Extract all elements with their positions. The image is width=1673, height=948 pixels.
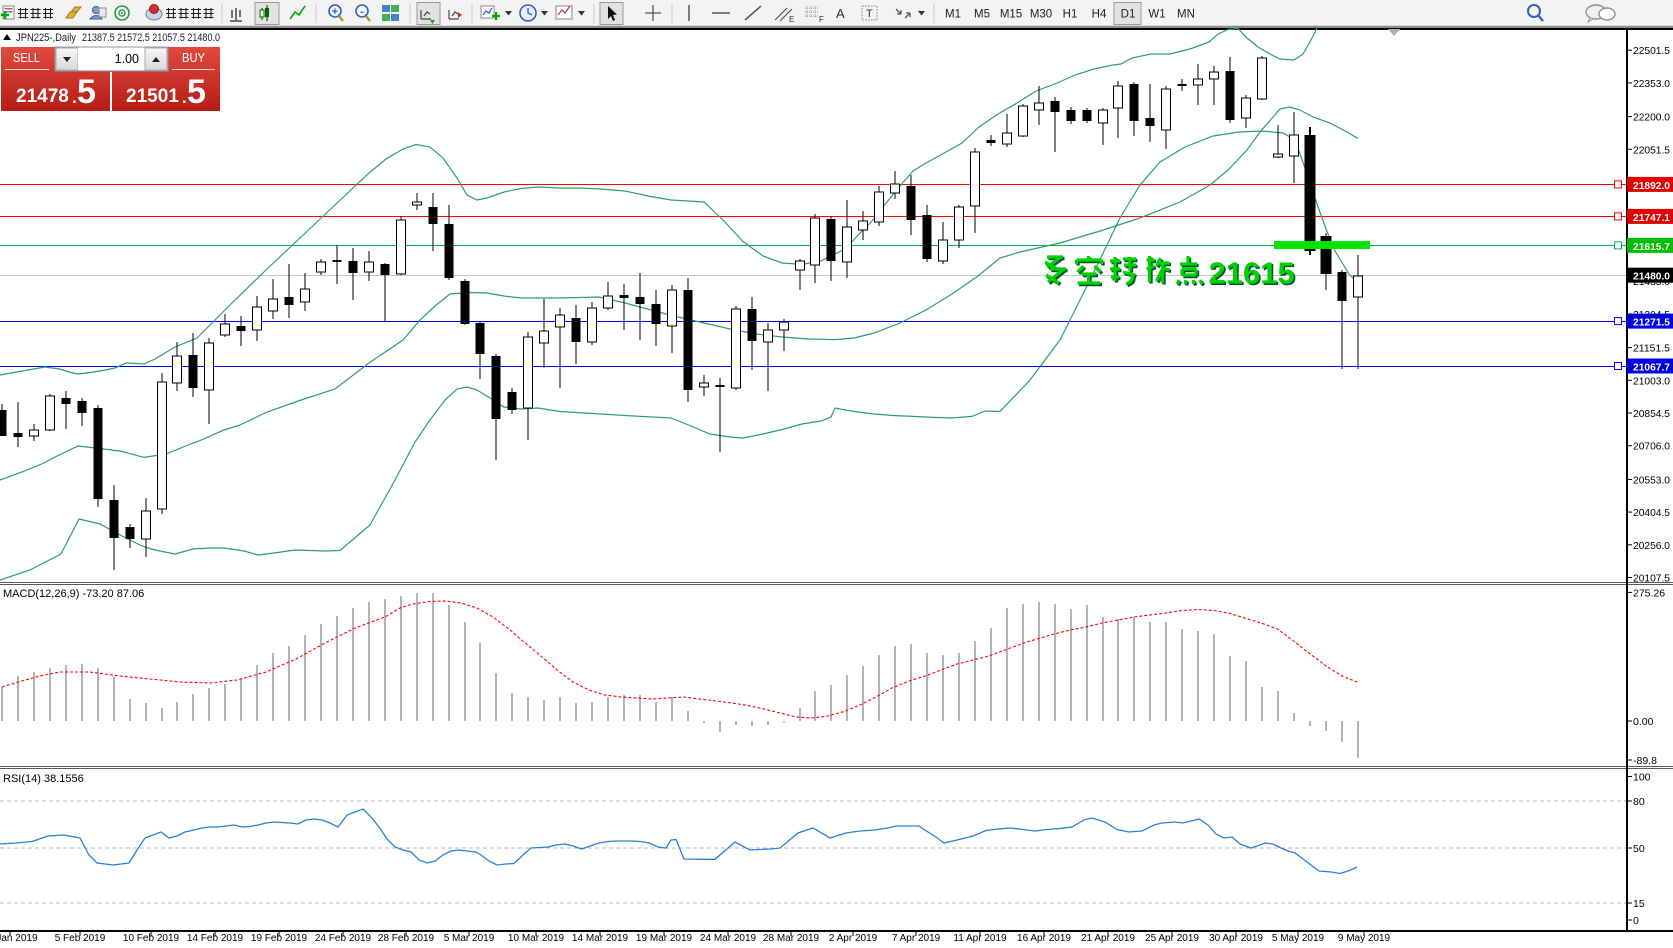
svg-text:A: A xyxy=(836,6,845,21)
svg-text:H4: H4 xyxy=(1092,9,1107,21)
svg-text:30 Apr 2019: 30 Apr 2019 xyxy=(1209,933,1263,944)
svg-text:24 Mar 2019: 24 Mar 2019 xyxy=(700,933,757,944)
svg-text:5 Feb 2019: 5 Feb 2019 xyxy=(55,933,106,944)
svg-text:20404.5: 20404.5 xyxy=(1633,507,1670,519)
svg-text:14 Feb 2019: 14 Feb 2019 xyxy=(187,933,244,944)
svg-text:-: - xyxy=(360,6,364,18)
svg-text:5 Mar 2019: 5 Mar 2019 xyxy=(444,933,495,944)
svg-text:21480.0: 21480.0 xyxy=(1633,271,1670,283)
svg-text:10 Feb 2019: 10 Feb 2019 xyxy=(123,933,180,944)
svg-text:20107.5: 20107.5 xyxy=(1633,573,1670,585)
svg-text:SELL: SELL xyxy=(13,51,40,65)
svg-text:22353.0: 22353.0 xyxy=(1633,78,1670,90)
svg-text:21 Apr 2019: 21 Apr 2019 xyxy=(1081,933,1135,944)
svg-text:19 Mar 2019: 19 Mar 2019 xyxy=(636,933,693,944)
svg-text:1.00: 1.00 xyxy=(115,52,139,66)
svg-text:M5: M5 xyxy=(974,9,990,21)
svg-text:E: E xyxy=(789,15,794,24)
svg-text:100: 100 xyxy=(1633,772,1651,784)
svg-text:5 May 2019: 5 May 2019 xyxy=(1272,933,1325,944)
svg-text:21615: 21615 xyxy=(1210,257,1296,292)
svg-text:2 Apr 2019: 2 Apr 2019 xyxy=(829,933,878,944)
svg-text:9 May 2019: 9 May 2019 xyxy=(1338,933,1391,944)
svg-text:21501: 21501 xyxy=(126,86,179,107)
svg-text:.: . xyxy=(72,88,77,107)
svg-text:5: 5 xyxy=(187,73,206,111)
svg-text:21271.5: 21271.5 xyxy=(1633,317,1670,329)
svg-text:20256.0: 20256.0 xyxy=(1633,540,1670,552)
svg-text:5: 5 xyxy=(77,73,96,111)
svg-text:31 Jan 2019: 31 Jan 2019 xyxy=(0,933,38,944)
svg-text:21478: 21478 xyxy=(16,86,69,107)
svg-text:21387.5 21572.5 21057.5 21480.: 21387.5 21572.5 21057.5 21480.0 xyxy=(82,32,220,44)
svg-text:80: 80 xyxy=(1633,796,1645,808)
svg-text:W1: W1 xyxy=(1148,9,1165,21)
svg-text:10 Mar 2019: 10 Mar 2019 xyxy=(508,933,565,944)
svg-text:D1: D1 xyxy=(1121,9,1136,21)
svg-text:21151.5: 21151.5 xyxy=(1633,343,1670,355)
svg-text:RSI(14) 38.1556: RSI(14) 38.1556 xyxy=(3,773,84,785)
svg-text:25 Apr 2019: 25 Apr 2019 xyxy=(1145,933,1199,944)
svg-text:M30: M30 xyxy=(1030,9,1052,21)
svg-text:21067.7: 21067.7 xyxy=(1633,362,1670,374)
svg-text:16 Apr 2019: 16 Apr 2019 xyxy=(1017,933,1071,944)
svg-text:F: F xyxy=(819,15,824,24)
svg-text:21747.1: 21747.1 xyxy=(1633,212,1670,224)
svg-text:JPN225-,Daily: JPN225-,Daily xyxy=(16,32,77,44)
svg-text:BUY: BUY xyxy=(182,51,206,65)
svg-text:275.26: 275.26 xyxy=(1633,587,1665,599)
svg-text:24 Feb 2019: 24 Feb 2019 xyxy=(315,933,372,944)
svg-text:28 Mar 2019: 28 Mar 2019 xyxy=(763,933,820,944)
svg-text:20553.0: 20553.0 xyxy=(1633,474,1670,486)
svg-text:0.00: 0.00 xyxy=(1633,716,1654,728)
svg-text:.: . xyxy=(182,88,187,107)
svg-text:21892.0: 21892.0 xyxy=(1633,180,1670,192)
svg-text:7 Apr 2019: 7 Apr 2019 xyxy=(892,933,941,944)
svg-text:MN: MN xyxy=(1177,9,1195,21)
svg-text:21003.0: 21003.0 xyxy=(1633,375,1670,387)
svg-text:19 Feb 2019: 19 Feb 2019 xyxy=(251,933,308,944)
svg-text:+: + xyxy=(332,6,338,18)
svg-text:15: 15 xyxy=(1633,898,1645,910)
svg-text:H1: H1 xyxy=(1063,9,1078,21)
svg-text:0: 0 xyxy=(1633,915,1639,927)
svg-text:20854.5: 20854.5 xyxy=(1633,408,1670,420)
svg-text:21615.7: 21615.7 xyxy=(1633,241,1670,253)
svg-text:21615: 21615 xyxy=(1209,256,1295,291)
svg-text:M15: M15 xyxy=(1000,9,1022,21)
svg-text:20706.0: 20706.0 xyxy=(1633,441,1670,453)
svg-text:11 Apr 2019: 11 Apr 2019 xyxy=(953,933,1007,944)
svg-text:22501.5: 22501.5 xyxy=(1633,45,1670,57)
svg-text:22200.0: 22200.0 xyxy=(1633,112,1670,124)
svg-text:22051.5: 22051.5 xyxy=(1633,144,1670,156)
svg-text:M1: M1 xyxy=(945,9,961,21)
svg-text:T: T xyxy=(866,8,873,20)
svg-text:-89.8: -89.8 xyxy=(1633,755,1657,767)
svg-text:14 Mar 2019: 14 Mar 2019 xyxy=(572,933,629,944)
svg-text:50: 50 xyxy=(1633,843,1645,855)
svg-text:MACD(12,26,9) -73.20 87.06: MACD(12,26,9) -73.20 87.06 xyxy=(3,588,144,600)
svg-text:28 Feb 2019: 28 Feb 2019 xyxy=(378,933,435,944)
